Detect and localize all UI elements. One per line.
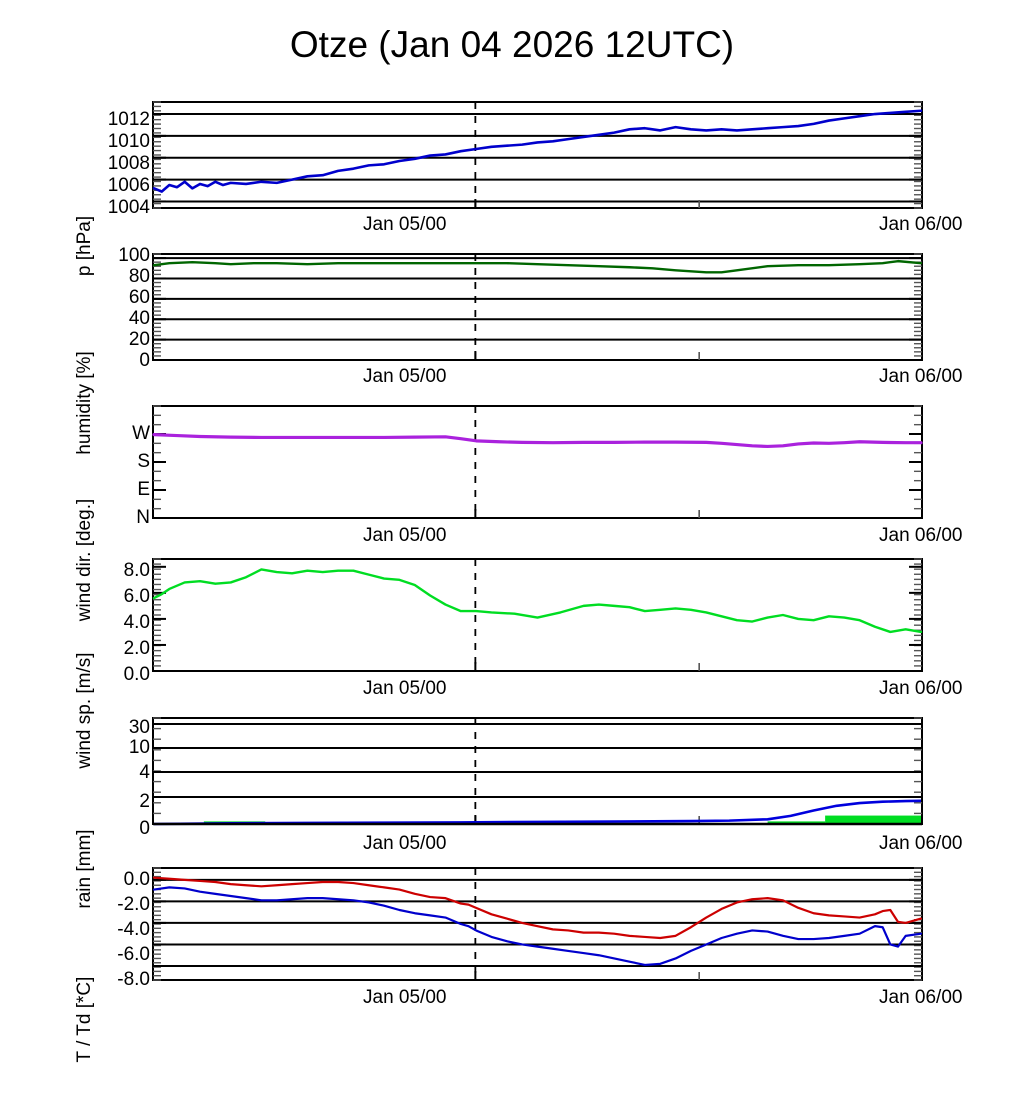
y-tick: 1012 — [107, 109, 150, 130]
y-tick: 8.0 — [123, 560, 150, 581]
panel-rain: rain [mm] 30 10 4 2 0 Jan 05/00 Jan 06/0… — [0, 712, 1024, 909]
x-tick-label: Jan 05/00 — [363, 525, 447, 546]
panel-humidity: humidity [%] 100 80 60 40 20 0 Jan 05/00… — [0, 245, 1024, 455]
y-tick: 20 — [128, 329, 150, 350]
y-tick: 0 — [139, 818, 150, 839]
y-tick: N — [136, 507, 150, 528]
x-tick-label: Jan 06/00 — [879, 366, 963, 387]
winddir-plot — [152, 400, 923, 522]
y-tick: 6.0 — [123, 586, 150, 607]
y-tick: 1004 — [107, 197, 150, 218]
y-tick: 1008 — [107, 153, 150, 174]
y-tick: 10 — [128, 737, 150, 758]
x-tick-label: Jan 06/00 — [879, 678, 963, 699]
panel-wind-speed: wind sp. [m/s] 8.0 6.0 4.0 2.0 0.0 Jan 0… — [0, 553, 1024, 769]
y-tick: 1006 — [107, 175, 150, 196]
x-tick-label: Jan 06/00 — [879, 833, 963, 854]
windspeed-plot — [152, 553, 923, 675]
y-tick: 0.0 — [123, 664, 150, 685]
x-tick-label: Jan 06/00 — [879, 525, 963, 546]
y-tick: 30 — [128, 717, 150, 738]
y-tick: E — [137, 479, 150, 500]
x-tick-label: Jan 05/00 — [363, 366, 447, 387]
panel-pressure: p [hPa] 1012 1010 1008 1006 1004 Jan 05/… — [0, 96, 1024, 276]
y-tick: 80 — [128, 266, 150, 287]
y-tick: 40 — [128, 308, 150, 329]
y-tick: 4 — [139, 762, 150, 783]
y-tick: 60 — [128, 287, 150, 308]
humidity-plot — [152, 248, 923, 363]
panel-temperature: T / Td [*C] 0.0 -2.0 -4.0 -6.0 -8.0 Jan … — [0, 862, 1024, 1062]
y-tick: S — [137, 451, 150, 472]
meteogram-page: Otze (Jan 04 2026 12UTC) p [hPa] 1012 10… — [0, 24, 1024, 1062]
y-tick: -4.0 — [117, 919, 150, 940]
rain-plot — [152, 712, 923, 830]
y-tick: -6.0 — [117, 944, 150, 965]
y-tick: 1010 — [107, 131, 150, 152]
x-tick-label: Jan 05/00 — [363, 678, 447, 699]
panel-wind-direction: wind dir. [deg.] W S E N Jan 05/00 Jan 0… — [0, 400, 1024, 621]
x-tick-label: Jan 05/00 — [363, 987, 447, 1008]
pressure-plot — [152, 96, 923, 211]
x-tick-label: Jan 06/00 — [879, 987, 963, 1008]
y-tick: W — [132, 423, 150, 444]
y-tick: -8.0 — [117, 969, 150, 990]
y-tick: 100 — [118, 245, 150, 266]
y-tick: 2 — [139, 791, 150, 812]
y-tick: 2.0 — [123, 638, 150, 659]
y-tick: 0 — [139, 350, 150, 371]
x-tick-label: Jan 06/00 — [879, 214, 963, 235]
y-tick: 4.0 — [123, 612, 150, 633]
x-tick-label: Jan 05/00 — [363, 833, 447, 854]
x-tick-label: Jan 05/00 — [363, 214, 447, 235]
page-title: Otze (Jan 04 2026 12UTC) — [289, 24, 735, 65]
temperature-plot — [152, 862, 923, 984]
y-tick: -2.0 — [117, 894, 150, 915]
temperature-axis-label: T / Td [*C] — [74, 976, 95, 1063]
y-tick: 0.0 — [123, 869, 150, 890]
